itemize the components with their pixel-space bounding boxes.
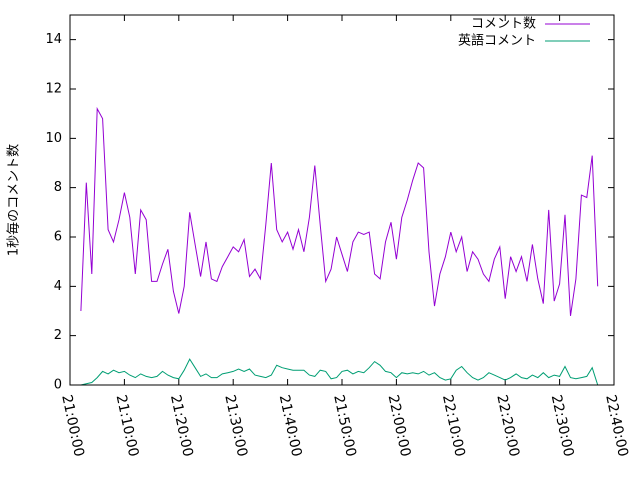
y-tick-label: 6 [54,230,62,245]
plot-frame [69,14,615,386]
x-tick-label: 22:30:00 [548,393,577,458]
line [80,106,599,316]
x-tick-label: 21:10:00 [113,393,142,458]
x-tick-label: 22:20:00 [493,393,522,458]
y-tick-label: 4 [54,279,62,294]
line [80,358,599,386]
y-tick-label: 0 [54,378,62,393]
x-tick-label: 21:20:00 [167,393,196,458]
y-tick-label: 10 [45,131,62,146]
y-tick-label: 12 [45,82,62,97]
x-tick-label: 22:10:00 [439,393,468,458]
x-tick-label: 21:30:00 [221,393,250,458]
y-tick-label: 8 [54,180,62,195]
y-axis-label: 1秒毎のコメント数 [6,144,22,256]
legend-label: 英語コメント [458,33,536,49]
y-tick-label: 2 [54,328,62,343]
x-tick-label: 21:40:00 [276,393,305,458]
x-tick-label: 21:50:00 [330,393,359,458]
x-tick-label: 22:00:00 [385,393,414,458]
y-tick-label: 14 [45,32,62,47]
x-tick-label: 22:40:00 [602,393,631,458]
x-tick-label: 21:00:00 [58,393,87,458]
legend-label: コメント数 [471,17,536,32]
